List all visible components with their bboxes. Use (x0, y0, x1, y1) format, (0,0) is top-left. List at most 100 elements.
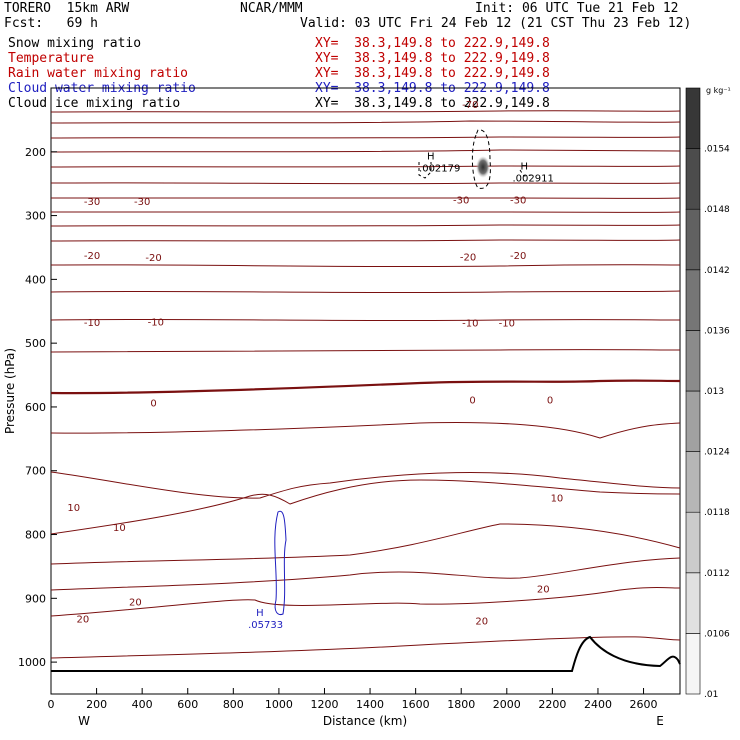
east-label: E (656, 714, 664, 728)
isotherm (50, 523, 681, 565)
colorbar-swatch (685, 208, 701, 271)
contour-label: -20 (145, 253, 161, 264)
x-tick-label: 200 (86, 698, 107, 711)
y-axis-title: Pressure (hPa) (3, 348, 17, 434)
contour-label: 10 (551, 494, 564, 505)
colorbar-swatch (685, 330, 701, 392)
extremum-value: .05733 (248, 620, 283, 631)
y-tick-label: 800 (25, 529, 46, 542)
terrain-line (51, 635, 681, 672)
isotherm (50, 136, 681, 139)
isotherm (50, 211, 681, 213)
isotherm-zero (50, 379, 681, 395)
colorbar-swatch (685, 269, 701, 331)
isotherm (50, 422, 681, 439)
isotherm (50, 264, 681, 268)
colorbar-label: .0106 (704, 629, 730, 639)
x-tick-label: 2200 (538, 698, 566, 711)
contour-label: 0 (547, 395, 553, 406)
forecast-label: Fcst: 69 h (4, 16, 98, 31)
contour-label: -30 (510, 196, 526, 207)
snow-shading (476, 156, 490, 178)
snow-contour (471, 129, 491, 189)
field-cloudice-xy: XY= 38.3,149.8 to 222.9,149.8 (315, 96, 550, 111)
contour-label: -70 (462, 100, 478, 111)
cloud-water-contour (274, 510, 287, 615)
colorbar-label: .013 (704, 387, 724, 397)
colorbar-label: .0112 (704, 569, 730, 579)
x-tick-label: 2400 (584, 698, 612, 711)
colorbar-unit: g kg⁻¹ (706, 86, 731, 95)
x-tick-label: 2600 (630, 698, 658, 711)
contour-label: -10 (84, 318, 100, 329)
y-tick-label: 700 (25, 465, 46, 478)
isotherm (50, 110, 681, 113)
colorbar-swatch (685, 511, 701, 574)
contour-label: 0 (150, 398, 156, 409)
colorbar: .01 .0106 .0112 .0118 .0124 .013 .0136 .0142 .01… (685, 87, 730, 700)
isotherm (50, 165, 681, 168)
isotherm (50, 149, 681, 153)
model-label: TORERO 15km ARW (4, 1, 130, 16)
x-axis: 0 200 400 600 800 1000 1200 1400 1600 1800 2000 220… (48, 688, 658, 711)
colorbar-swatch (685, 633, 701, 695)
contour-label: -20 (84, 251, 100, 262)
field-temperature-xy: XY= 38.3,149.8 to 222.9,149.8 (315, 51, 550, 66)
valid-label: Valid: 03 UTC Fri 24 Feb 12 (21 CST Thu … (300, 16, 692, 31)
colorbar-label: .0124 (704, 448, 730, 458)
extremum-value: .002179 (419, 164, 460, 175)
extremum-mark: H (520, 161, 528, 172)
plot-frame (50, 87, 681, 695)
colorbar-label: .0154 (704, 145, 730, 155)
contour-label: 20 (77, 615, 90, 626)
isotherm (50, 197, 681, 199)
isotherm (50, 290, 681, 294)
colorbar-swatch (685, 87, 701, 149)
colorbar-label: .0148 (704, 205, 730, 215)
y-axis: 200 300 400 500 600 700 800 900 1000 (18, 146, 57, 669)
y-tick-label: 400 (25, 273, 46, 286)
x-tick-label: 1400 (356, 698, 384, 711)
x-tick-label: 2000 (493, 698, 521, 711)
y-tick-label: 900 (25, 592, 46, 605)
isotherm (50, 182, 681, 185)
x-tick-label: 1600 (402, 698, 430, 711)
isotherm (50, 318, 681, 322)
field-rain-label: Rain water mixing ratio (8, 66, 189, 81)
contour-label: 20 (537, 585, 550, 596)
colorbar-swatch (685, 390, 701, 452)
isotherm (50, 349, 681, 353)
x-tick-label: 1000 (265, 698, 293, 711)
contour-label: -20 (510, 251, 526, 262)
ice-contour (418, 162, 432, 179)
contour-labels: -70 -30 -30 -30 -30 -20 -20 -20 -20 -10 -10 -10 -10 0… (67, 100, 563, 628)
field-cloudwater-label: Cloud water mixing ratio (8, 81, 196, 96)
contour-label: -10 (462, 319, 478, 330)
contour-label: -20 (460, 252, 476, 263)
isotherm (50, 636, 681, 659)
field-cloudice-label: Cloud ice mixing ratio (8, 96, 181, 111)
extremum-mark: H (256, 608, 264, 619)
field-snow-label: Snow mixing ratio (8, 36, 142, 51)
field-temperature-label: Temperature (8, 51, 95, 66)
colorbar-label: .0142 (704, 266, 730, 276)
contour-label: 20 (129, 598, 142, 609)
colorbar-swatch (685, 451, 701, 513)
isotherm (50, 120, 681, 124)
contour-label: 20 (475, 617, 488, 628)
x-axis-title: Distance (km) (323, 714, 407, 728)
contour-label: -30 (134, 197, 150, 208)
west-label: W (78, 714, 90, 728)
x-tick-label: 0 (48, 698, 55, 711)
y-tick-label: 300 (25, 210, 46, 223)
field-rain-xy: XY= 38.3,149.8 to 222.9,149.8 (315, 66, 550, 81)
colorbar-label: .0118 (704, 508, 730, 518)
ice-contour (519, 169, 533, 177)
x-tick-label: 1200 (310, 698, 338, 711)
colorbar-swatch (685, 148, 701, 210)
isotherm (50, 587, 681, 617)
contour-label: 10 (67, 503, 80, 514)
extremum-mark: H (427, 152, 435, 163)
isotherm (50, 224, 681, 227)
